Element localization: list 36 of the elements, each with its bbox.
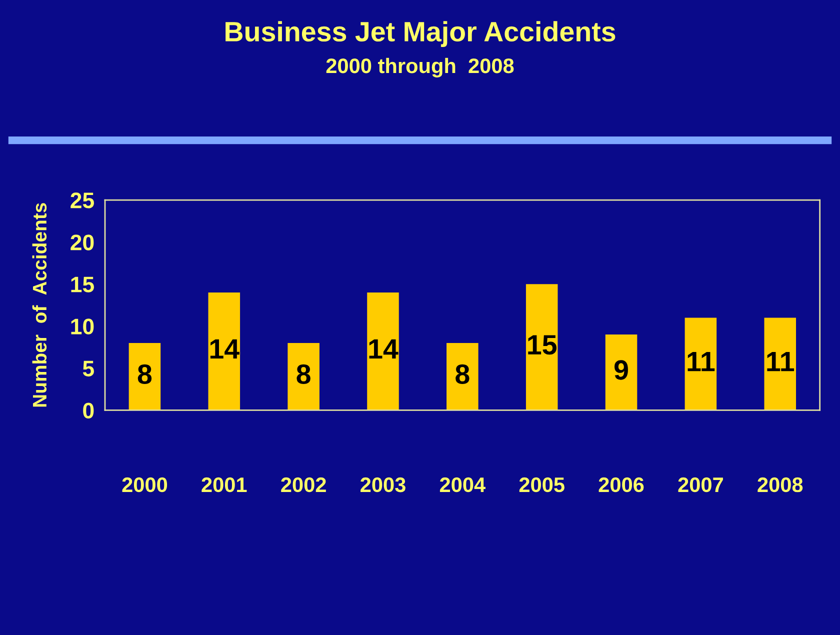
bar (684, 318, 717, 410)
x-tick-label: 2003 (360, 477, 406, 492)
data-label: 14 (210, 339, 240, 359)
x-tick-label: 2002 (281, 477, 326, 492)
data-label: 9 (614, 360, 628, 380)
bar (288, 342, 320, 410)
bar (367, 292, 399, 410)
x-tick-label: 2001 (202, 477, 247, 492)
x-tick-label: 2007 (678, 477, 723, 492)
y-tick-label: 5 (82, 360, 94, 376)
x-tick-label: 2005 (519, 477, 564, 492)
data-label: 15 (528, 335, 557, 355)
data-label: 11 (767, 352, 794, 372)
y-tick-label: 0 (83, 402, 94, 418)
bar (128, 342, 161, 410)
bar (764, 318, 796, 410)
bar (208, 292, 240, 410)
y-tick-label: 25 (70, 192, 94, 208)
y-tick-label: 20 (70, 234, 94, 250)
chart-subtitle: 2000 through 2008 (326, 58, 514, 78)
bar (605, 334, 638, 410)
data-label: 8 (138, 364, 152, 384)
y-tick-label: 15 (71, 276, 94, 292)
y-axis-title: Number of Accidents (32, 203, 47, 407)
x-tick-label: 2006 (598, 477, 644, 492)
x-tick-label: 2008 (758, 477, 803, 492)
y-tick-label: 10 (71, 318, 94, 334)
data-label: 14 (369, 339, 398, 359)
data-label: 8 (456, 364, 470, 384)
data-label: 8 (296, 364, 310, 384)
x-tick-label: 2000 (122, 477, 168, 492)
x-tick-label: 2004 (440, 477, 486, 492)
bar (526, 284, 558, 410)
chart-title: Business Jet Major Accidents (226, 21, 616, 48)
data-label: 11 (688, 352, 715, 372)
bar (446, 342, 478, 410)
